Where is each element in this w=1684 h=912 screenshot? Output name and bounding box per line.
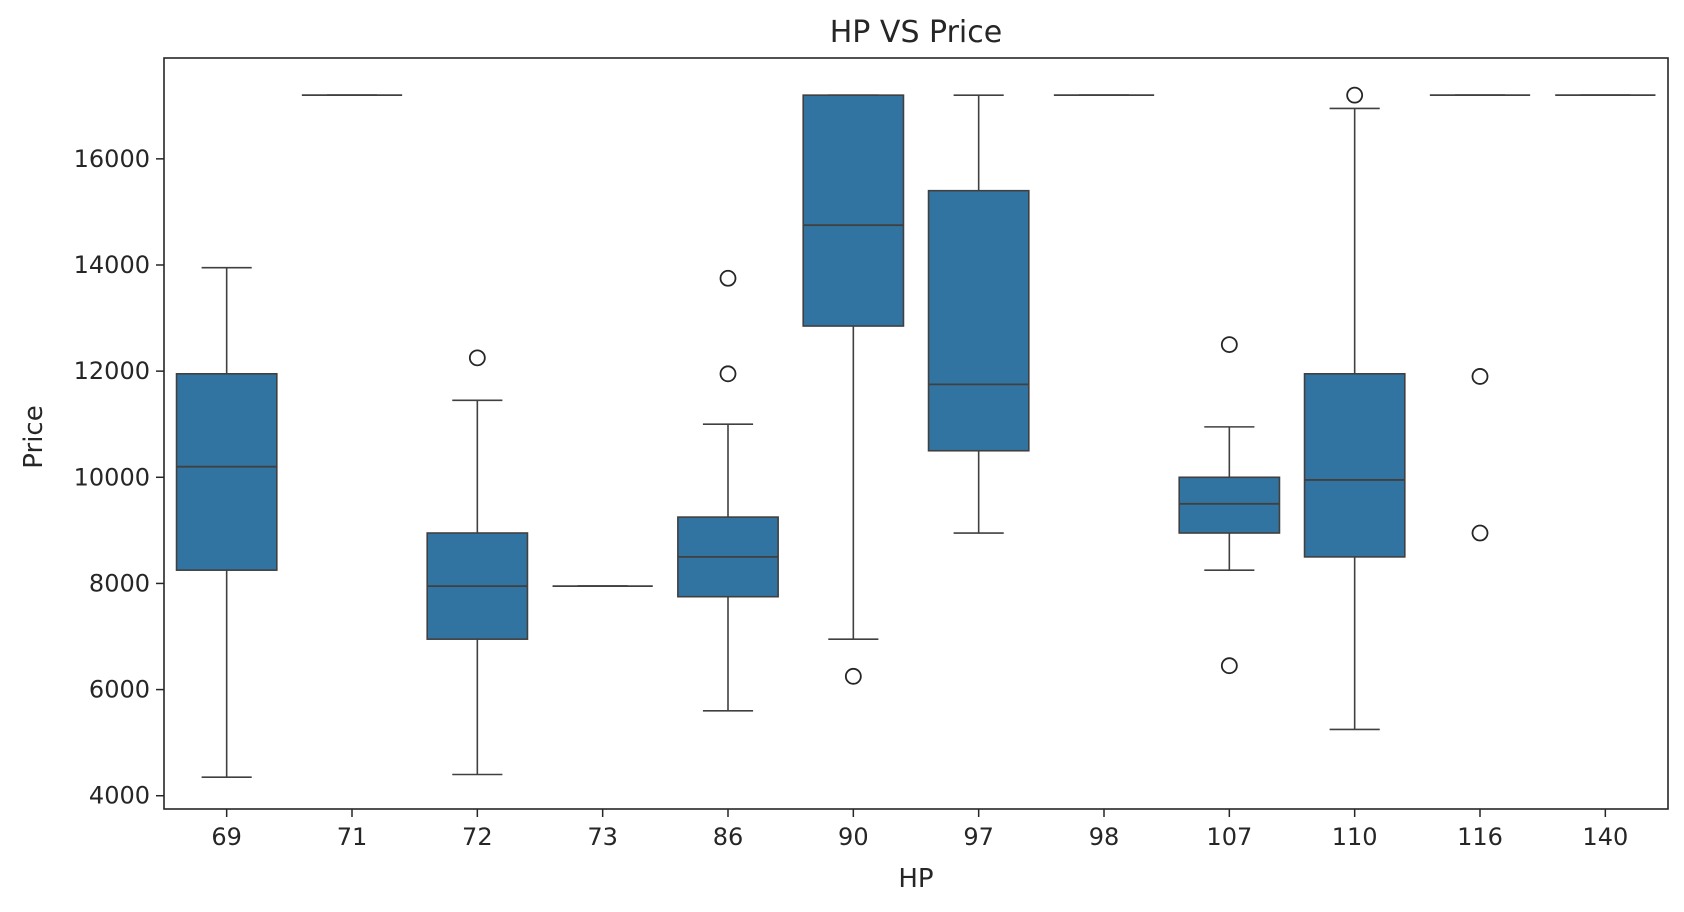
y-tick-label: 12000 (74, 357, 150, 385)
chart-title: HP VS Price (830, 15, 1002, 50)
y-tick-label: 10000 (74, 463, 150, 491)
outlier-point (719, 269, 737, 287)
box-group-110 (1303, 86, 1406, 731)
outlier-point (1471, 368, 1489, 385)
x-tick-label: 110 (1332, 823, 1378, 851)
y-tick-label: 16000 (74, 145, 150, 173)
x-tick-label: 72 (462, 823, 493, 851)
box-iqr (1178, 476, 1281, 534)
box-iqr (1303, 372, 1406, 558)
box-group-72 (426, 349, 529, 776)
x-tick-label: 86 (713, 823, 744, 851)
y-tick-label: 4000 (89, 782, 150, 810)
y-axis: 4000 6000 8000 10000 12000 14000 16000 (74, 145, 164, 810)
outlier-point (719, 365, 737, 383)
plot-content (175, 86, 1656, 778)
x-tick-label: 69 (211, 823, 242, 851)
box-group-86 (677, 269, 779, 712)
x-axis-label: HP (898, 864, 933, 894)
y-tick-label: 14000 (74, 251, 150, 279)
box-iqr (802, 94, 905, 327)
box-iqr (927, 189, 1030, 452)
x-tick-label: 71 (337, 823, 368, 851)
plot-frame (163, 57, 1669, 810)
y-tick-label: 8000 (89, 569, 150, 597)
y-axis-label: Price (19, 405, 49, 468)
outlier-point (1346, 86, 1364, 104)
box-group-69 (175, 266, 278, 778)
outlier-point (468, 349, 486, 367)
y-tick-label: 6000 (89, 676, 150, 704)
outlier-point (1220, 336, 1238, 354)
box-iqr (175, 372, 278, 571)
box-group-116 (1429, 94, 1531, 542)
x-tick-label: 73 (587, 823, 618, 851)
box-group-97 (927, 94, 1030, 534)
x-axis: 69 71 72 73 86 90 97 98 107 110 116 140 (211, 809, 1628, 851)
outlier-point (1471, 524, 1489, 542)
x-tick-label: 140 (1582, 823, 1628, 851)
outlier-point (844, 667, 862, 685)
x-tick-label: 107 (1206, 823, 1252, 851)
box-group-90 (802, 94, 905, 685)
x-tick-label: 116 (1457, 823, 1503, 851)
x-tick-label: 90 (838, 823, 869, 851)
outlier-point (1220, 657, 1238, 675)
x-tick-label: 98 (1089, 823, 1120, 851)
box-group-107 (1178, 336, 1281, 675)
x-tick-label: 97 (963, 823, 994, 851)
